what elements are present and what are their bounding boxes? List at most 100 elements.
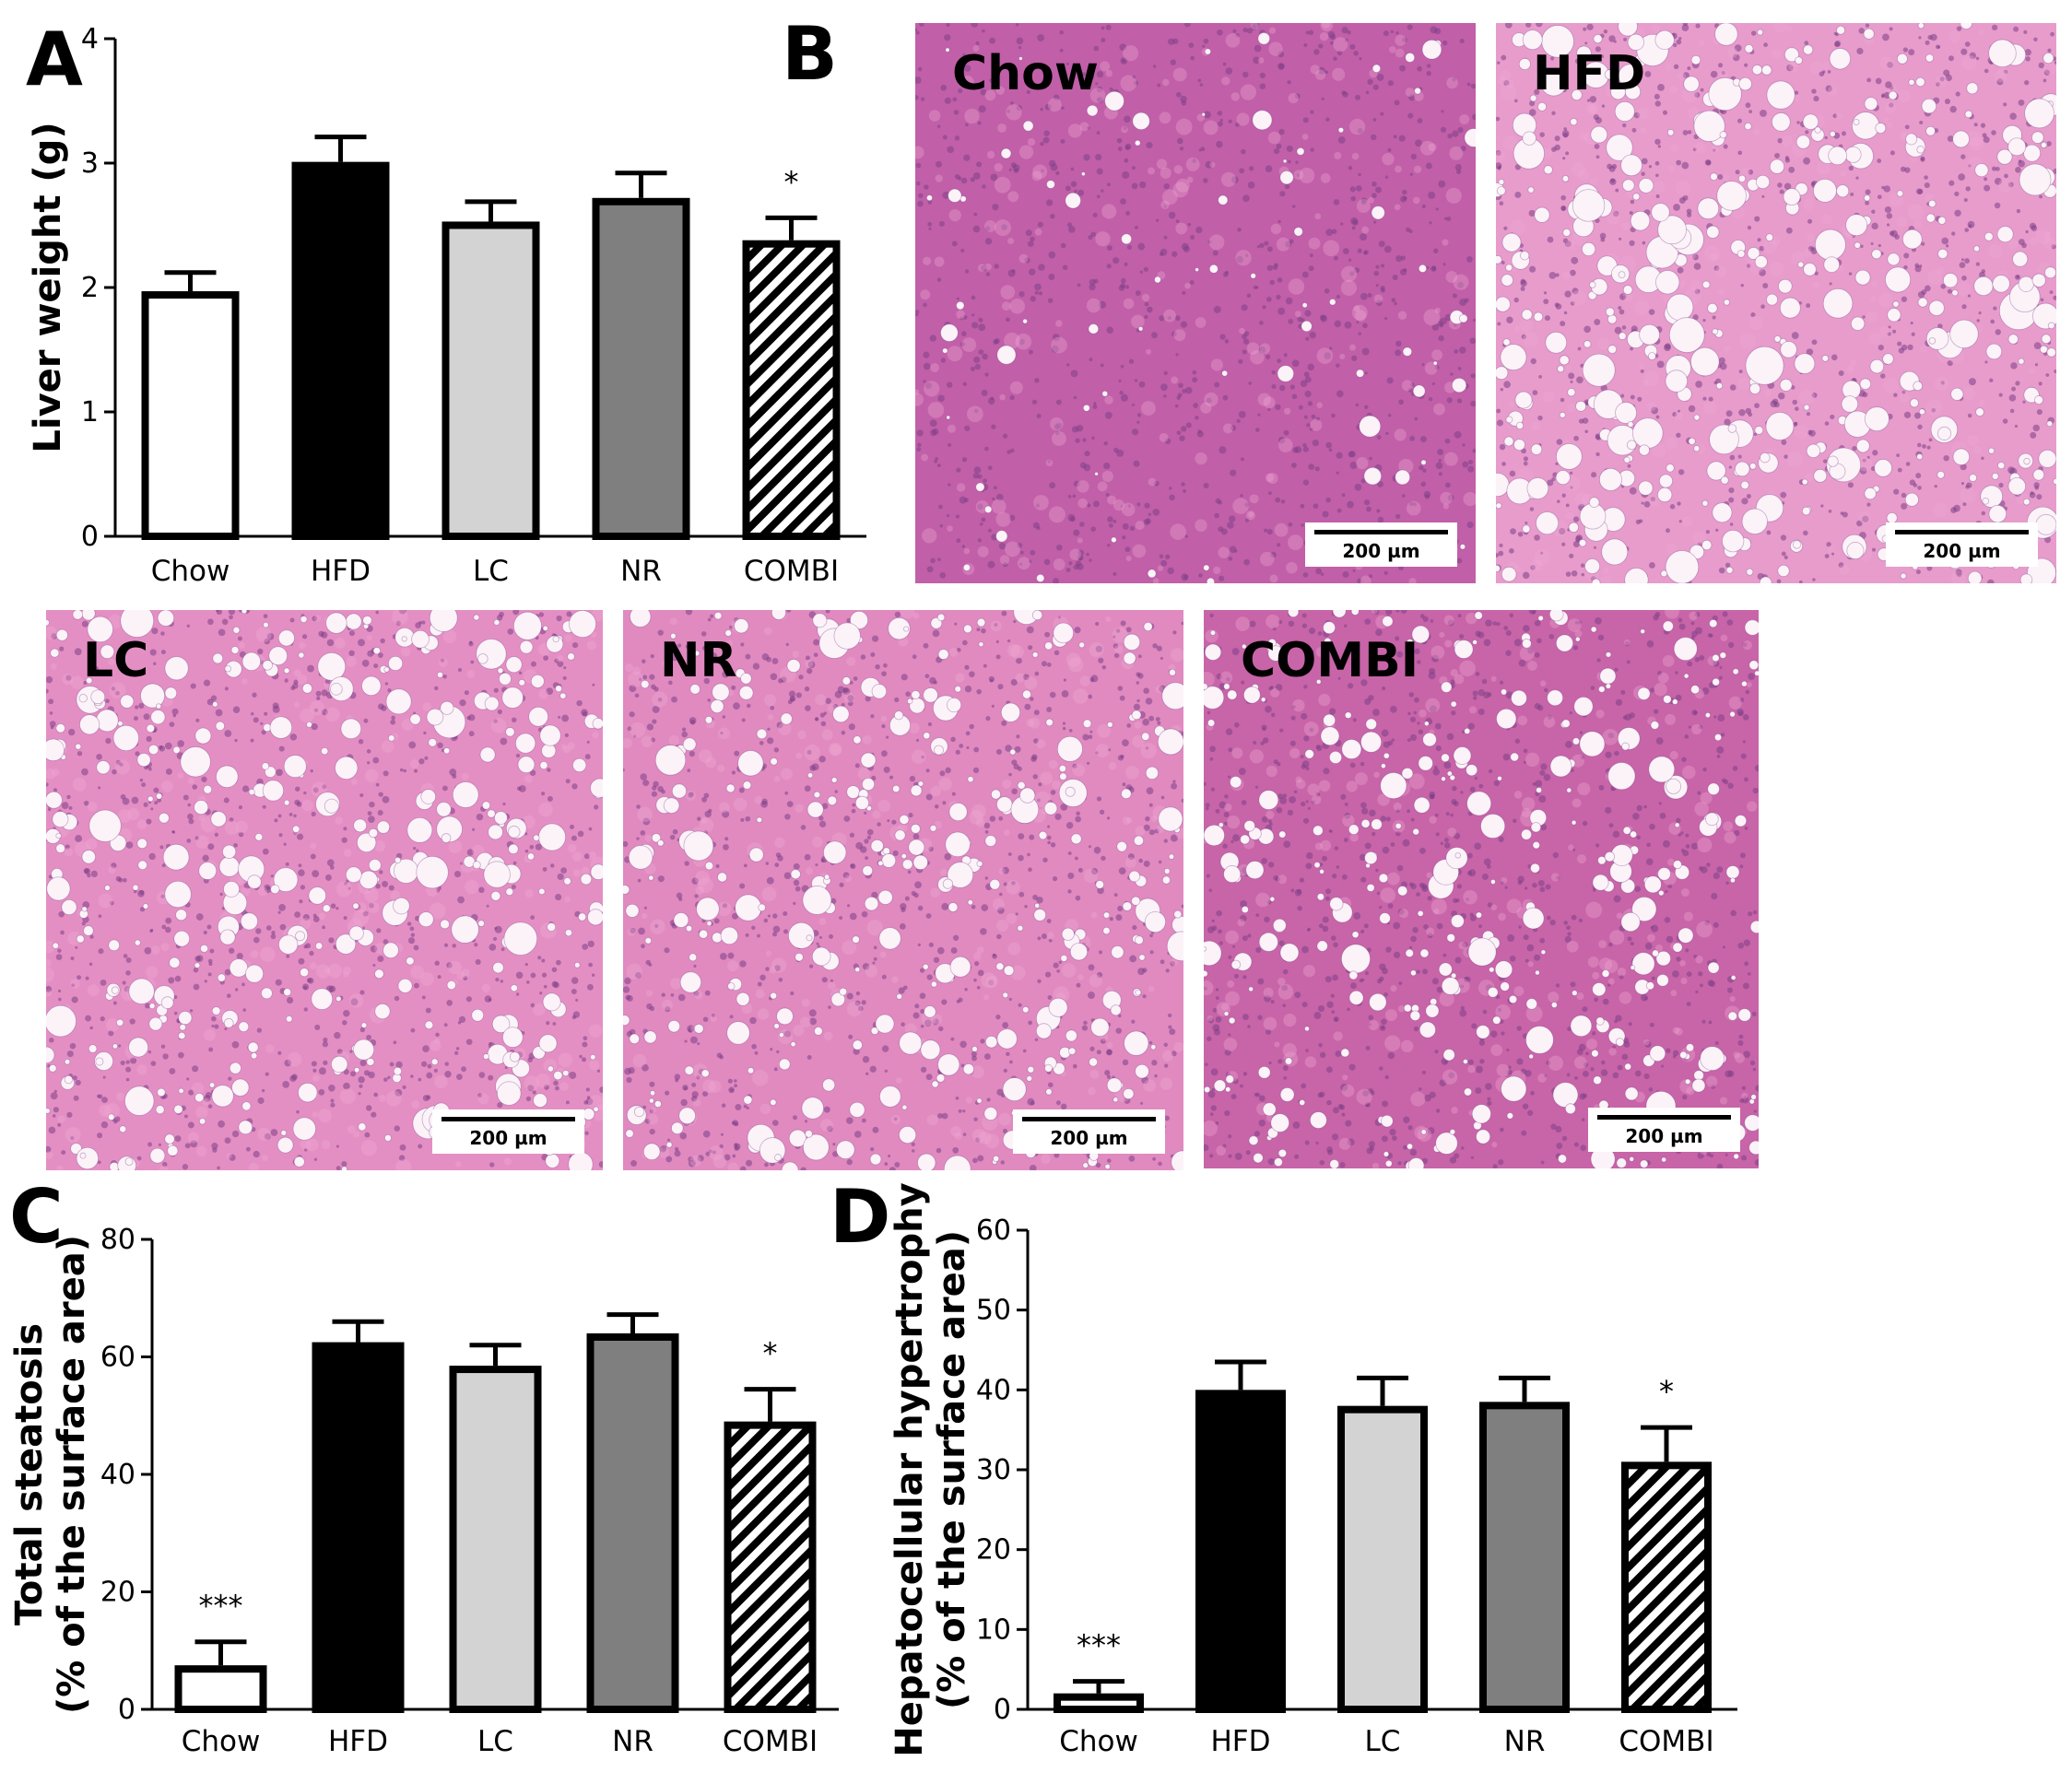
- cytoplasm-patch: [461, 772, 469, 780]
- lipid-vacuole: [175, 909, 187, 921]
- cytoplasm-patch: [1574, 492, 1589, 507]
- nucleus: [1677, 266, 1684, 274]
- cytoplasm-patch: [293, 669, 301, 677]
- nucleus: [915, 312, 919, 317]
- cytoplasm-patch: [1001, 301, 1011, 311]
- nucleus: [493, 687, 499, 693]
- lipid-vacuole: [300, 968, 310, 978]
- lipid-vacuole: [567, 652, 575, 661]
- nucleus: [816, 942, 819, 945]
- cytoplasm-patch: [1113, 499, 1125, 511]
- nucleus: [1503, 381, 1511, 389]
- nucleus: [1217, 29, 1223, 36]
- nucleus: [1761, 194, 1765, 198]
- nucleus: [1960, 482, 1965, 486]
- cytoplasm-patch: [1277, 438, 1293, 452]
- nucleus: [1083, 154, 1090, 161]
- nucleus: [1073, 529, 1080, 536]
- nucleus: [915, 310, 920, 314]
- nucleus: [515, 753, 521, 758]
- nucleus: [1372, 84, 1379, 90]
- nucleus: [1340, 222, 1344, 226]
- nucleus: [1074, 856, 1078, 861]
- nucleus: [937, 1112, 944, 1119]
- nucleus: [1770, 400, 1778, 408]
- cytoplasm-patch: [477, 1093, 489, 1105]
- nucleus: [806, 749, 812, 755]
- y-axis-label: (% of the surface area): [51, 1235, 93, 1714]
- nucleus: [1467, 459, 1474, 465]
- nucleus: [1061, 690, 1069, 698]
- nucleus: [544, 1085, 549, 1090]
- nucleus: [1269, 279, 1275, 286]
- lipid-vacuole: [1627, 421, 1634, 428]
- nucleus: [1325, 497, 1331, 503]
- cytoplasm-patch: [1966, 130, 1983, 147]
- cytoplasm-patch: [343, 849, 352, 857]
- cytoplasm-patch: [915, 389, 920, 395]
- nucleus: [1620, 393, 1625, 398]
- cytoplasm-patch: [87, 984, 100, 997]
- nucleus: [158, 1143, 162, 1146]
- lipid-vacuole: [573, 961, 581, 968]
- lipid-vacuole: [1257, 32, 1271, 45]
- nucleus: [1664, 344, 1671, 352]
- cytoplasm-patch: [136, 1064, 147, 1075]
- cytoplasm-patch: [1397, 311, 1407, 320]
- nucleus: [778, 977, 783, 982]
- nucleus: [1007, 450, 1011, 454]
- nucleus: [1928, 438, 1933, 442]
- nucleus: [1720, 362, 1727, 370]
- nucleus: [864, 811, 867, 815]
- nucleus: [972, 225, 981, 233]
- lipid-vacuole: [471, 1008, 485, 1022]
- nucleus: [1137, 242, 1146, 251]
- nucleus: [48, 1126, 56, 1134]
- cytoplasm-patch: [318, 912, 326, 920]
- nucleus: [958, 1109, 962, 1113]
- cytoplasm-patch: [1879, 56, 1893, 70]
- lipid-vacuole: [1754, 426, 1764, 435]
- cytoplasm-patch: [1095, 231, 1111, 247]
- nucleus: [1126, 244, 1132, 250]
- nucleus: [1184, 23, 1191, 28]
- x-tick-label: Chow: [151, 555, 230, 588]
- nucleus: [1407, 24, 1413, 30]
- cytoplasm-patch: [1453, 274, 1469, 290]
- nucleus: [452, 773, 457, 780]
- lipid-vacuole: [1925, 125, 1936, 136]
- nucleus: [1360, 292, 1368, 300]
- nucleus: [959, 744, 964, 748]
- lipid-vacuole: [492, 961, 504, 974]
- nucleus: [1753, 432, 1758, 437]
- lipid-vacuole: [452, 781, 479, 808]
- lipid-vacuole: [1589, 281, 1596, 288]
- cytoplasm-patch: [1828, 86, 1838, 96]
- nucleus: [1725, 410, 1733, 417]
- nucleus: [1275, 404, 1281, 411]
- cytoplasm-patch: [315, 964, 331, 979]
- lipid-vacuole: [1841, 395, 1859, 413]
- lipid-vacuole: [1584, 558, 1601, 574]
- cytoplasm-patch: [114, 759, 131, 775]
- nucleus: [919, 23, 924, 27]
- lipid-vacuole: [1988, 39, 2017, 68]
- lipid-vacuole: [1046, 180, 1055, 189]
- nucleus: [1940, 283, 1947, 289]
- nucleus: [1525, 23, 1532, 28]
- lipid-vacuole: [172, 745, 181, 755]
- nucleus: [1421, 363, 1425, 367]
- cytoplasm-patch: [991, 499, 1007, 514]
- cytoplasm-patch: [1666, 544, 1677, 555]
- nucleus: [125, 1060, 130, 1064]
- nucleus: [842, 872, 850, 879]
- nucleus: [97, 1160, 101, 1165]
- nucleus: [818, 756, 826, 763]
- lipid-vacuole: [1925, 213, 1936, 223]
- nucleus: [1641, 501, 1644, 505]
- nucleus: [1169, 494, 1175, 501]
- cytoplasm-patch: [1195, 452, 1207, 465]
- nucleus: [1081, 72, 1087, 76]
- nucleus: [901, 674, 908, 681]
- nucleus: [965, 123, 969, 127]
